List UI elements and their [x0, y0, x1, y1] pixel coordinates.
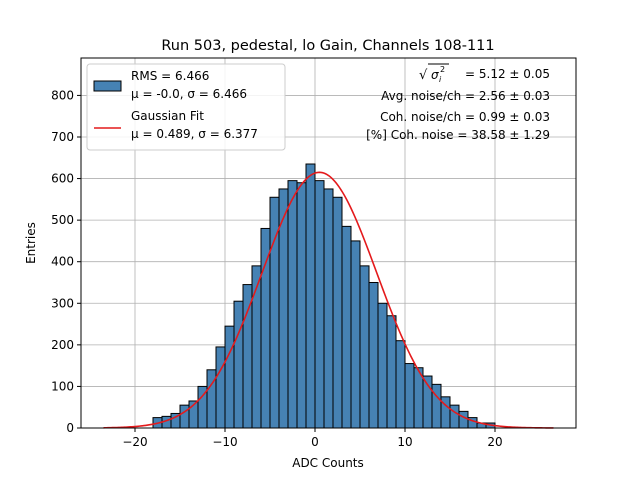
histogram-bar — [179, 404, 190, 429]
y-tick-label: 100 — [51, 379, 74, 393]
legend-label-gaussian-fit: Gaussian Fit — [131, 109, 204, 123]
legend-label-fit-params: μ = 0.489, σ = 6.377 — [131, 127, 258, 141]
histogram-bar — [386, 315, 397, 429]
histogram-bar — [251, 265, 262, 429]
histogram-bar — [260, 227, 271, 429]
histogram-bar — [332, 196, 343, 429]
histogram-bar — [224, 325, 235, 429]
annotation-pct-coh-noise: [%] Coh. noise = 38.58 ± 1.29 — [366, 128, 550, 142]
x-tick-label: 20 — [487, 435, 502, 449]
noise-annotations: √ σ 2 i = 5.12 ± 0.05 Avg. noise/ch = 2.… — [366, 63, 550, 142]
legend-label-hist-params: μ = -0.0, σ = 6.466 — [131, 87, 247, 101]
legend: RMS = 6.466 μ = -0.0, σ = 6.466 Gaussian… — [86, 63, 286, 151]
histogram-bar — [323, 188, 334, 429]
y-axis-ticks: 0 100 200 300 400 500 600 700 800 — [51, 88, 81, 435]
sqrt-sigma-symbol: √ — [419, 68, 428, 83]
x-tick-label: −10 — [212, 435, 237, 449]
gaussian-fit-curve — [103, 171, 554, 429]
histogram-bar — [305, 163, 316, 429]
histogram-bar — [242, 284, 253, 429]
y-tick-label: 0 — [66, 421, 74, 435]
x-tick-label: 0 — [311, 435, 319, 449]
y-tick-label: 500 — [51, 213, 74, 227]
x-axis-ticks: −20 −10 0 10 20 — [122, 428, 503, 449]
annotation-avg-noise: Avg. noise/ch = 2.56 ± 0.03 — [381, 89, 550, 103]
x-axis-label: ADC Counts — [292, 456, 364, 470]
histogram-bar — [359, 265, 370, 429]
histogram-bar — [296, 182, 307, 429]
legend-patch-histogram — [93, 80, 122, 92]
legend-label-rms: RMS = 6.466 — [131, 69, 209, 83]
x-tick-label: −20 — [122, 435, 147, 449]
annotation-coh-noise: Coh. noise/ch = 0.99 ± 0.03 — [380, 110, 550, 124]
y-tick-label: 600 — [51, 172, 74, 186]
y-tick-label: 300 — [51, 296, 74, 310]
chart-title: Run 503, pedestal, lo Gain, Channels 108… — [161, 38, 494, 54]
histogram-bar — [368, 281, 379, 429]
legend-frame — [86, 63, 286, 151]
sigma-i-symbol: σ — [431, 68, 439, 82]
histogram-bars — [152, 163, 496, 429]
y-tick-label: 800 — [51, 88, 74, 102]
histogram-bar — [350, 240, 361, 429]
annotation-sigma-i-value: = 5.12 ± 0.05 — [465, 67, 550, 81]
histogram-bar — [233, 300, 244, 429]
histogram-bar — [431, 383, 442, 429]
x-tick-label: 10 — [397, 435, 412, 449]
y-tick-label: 200 — [51, 338, 74, 352]
histogram-bar — [215, 346, 226, 429]
sigma-i-superscript: 2 — [440, 65, 445, 74]
histogram-bar — [404, 363, 415, 429]
axes-frame — [80, 57, 577, 429]
histogram-bar — [314, 180, 325, 429]
sigma-i-subscript: i — [439, 75, 442, 84]
histogram-bar — [395, 340, 406, 429]
histogram-bar — [287, 180, 298, 429]
histogram-bar — [341, 225, 352, 429]
y-tick-label: 700 — [51, 130, 74, 144]
y-axis-label: Entries — [24, 222, 38, 264]
histogram-bar — [449, 404, 460, 429]
annotation-sigma-i: √ σ 2 i = 5.12 ± 0.05 — [419, 63, 550, 84]
histogram-bar — [458, 410, 469, 429]
histogram-bar — [377, 302, 388, 429]
y-tick-label: 400 — [51, 255, 74, 269]
